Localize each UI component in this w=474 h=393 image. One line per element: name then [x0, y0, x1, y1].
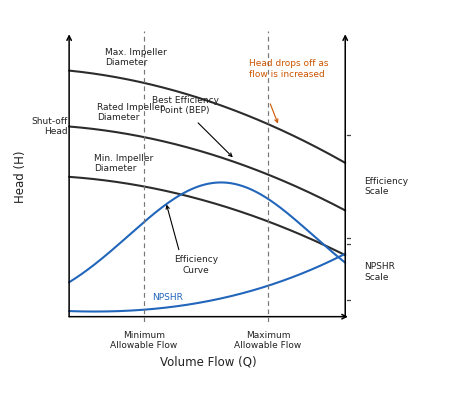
Text: Volume Flow (Q): Volume Flow (Q)	[160, 356, 257, 369]
Text: Min. Impeller
Diameter: Min. Impeller Diameter	[94, 154, 153, 173]
Text: Minimum
Allowable Flow: Minimum Allowable Flow	[110, 331, 177, 350]
Text: Rated Impeller
Diameter: Rated Impeller Diameter	[97, 103, 164, 122]
Text: Efficiency
Scale: Efficiency Scale	[365, 177, 409, 196]
Text: NPSHR
Scale: NPSHR Scale	[365, 262, 395, 282]
Text: Shut-off
Head: Shut-off Head	[31, 117, 68, 136]
Text: Head (H): Head (H)	[14, 151, 27, 203]
Text: Head drops off as
flow is increased: Head drops off as flow is increased	[248, 59, 328, 79]
Text: Efficiency
Curve: Efficiency Curve	[174, 255, 218, 275]
Text: Max. Impeller
Diameter: Max. Impeller Diameter	[105, 48, 167, 67]
Text: NPSHR: NPSHR	[152, 293, 183, 302]
Text: Maximum
Allowable Flow: Maximum Allowable Flow	[234, 331, 301, 350]
Text: Best Efficiency
Point (BEP): Best Efficiency Point (BEP)	[152, 96, 219, 115]
